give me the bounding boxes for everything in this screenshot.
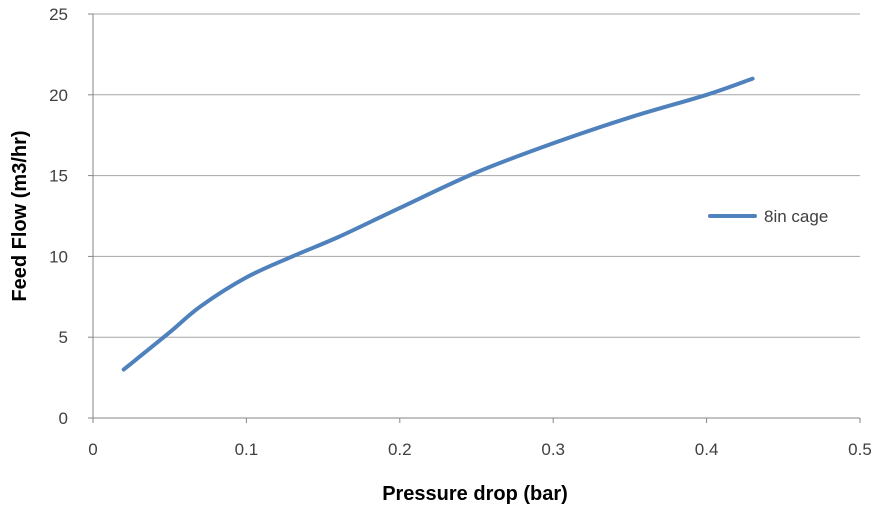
x-tick-label: 0 [88, 440, 97, 459]
x-tick-label: 0.1 [235, 440, 259, 459]
y-tick-label: 20 [49, 86, 68, 105]
series-layer [121, 76, 755, 372]
x-tick-labels: 0 0.1 0.2 0.3 0.4 0.5 [88, 440, 872, 459]
y-tick-label: 25 [49, 5, 68, 24]
x-tick-label: 0.3 [541, 440, 565, 459]
x-tick-label: 0.4 [695, 440, 719, 459]
y-tick-label: 10 [49, 247, 68, 266]
y-tick-labels: 0 5 10 15 20 25 [49, 5, 68, 428]
x-axis-title: Pressure drop (bar) [382, 483, 568, 505]
y-tick-label: 5 [59, 328, 68, 347]
y-tick-label: 0 [59, 409, 68, 428]
x-tick-label: 0.2 [388, 440, 412, 459]
legend: 8in cage [708, 207, 828, 226]
series-line [121, 76, 755, 372]
gridlines [93, 13, 860, 338]
y-axis-title: Feed Flow (m3/hr) [9, 130, 31, 301]
x-tick-label: 0.5 [848, 440, 872, 459]
axes [88, 13, 861, 423]
legend-label: 8in cage [764, 207, 828, 226]
y-tick-label: 15 [49, 167, 68, 186]
